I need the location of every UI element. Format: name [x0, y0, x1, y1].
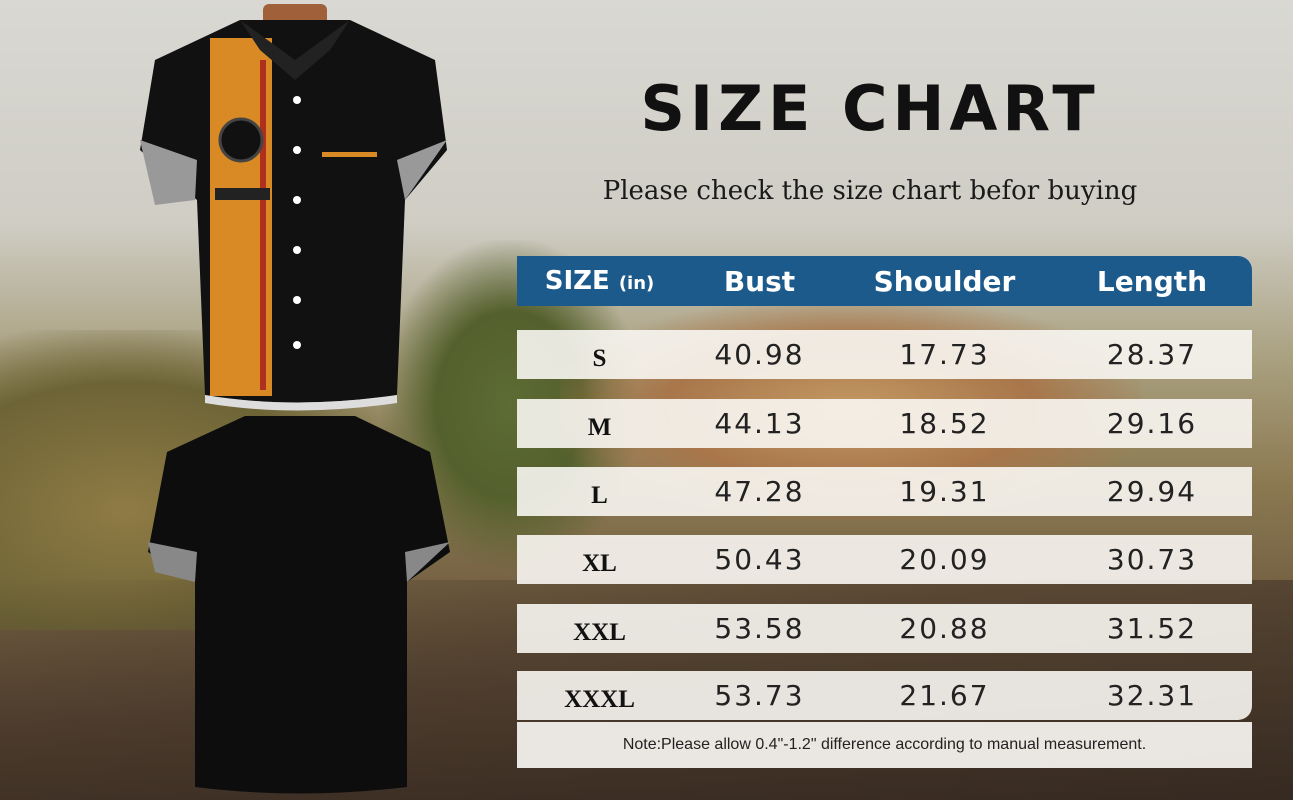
header-length: Length	[1096, 264, 1208, 298]
header-size: SIZE (in)	[544, 266, 655, 296]
size-cell: XXXL	[564, 685, 635, 713]
header-shoulder: Shoulder	[873, 264, 1016, 298]
shoulder-cell: 17.73	[899, 338, 990, 371]
length-cell: 29.94	[1106, 475, 1198, 508]
page-subtitle: Please check the size chart befor buying	[602, 176, 1138, 206]
bust-cell: 53.73	[714, 679, 805, 712]
shoulder-cell: 18.52	[899, 407, 990, 440]
bust-cell: 44.13	[714, 407, 805, 440]
length-cell: 31.52	[1106, 612, 1198, 645]
measurement-note: Note:Please allow 0.4"-1.2" difference a…	[517, 722, 1252, 768]
size-cell: L	[591, 481, 608, 509]
shirt-back-image	[148, 416, 450, 794]
size-cell: S	[592, 344, 607, 372]
length-cell: 32.31	[1106, 679, 1198, 712]
shoulder-cell: 19.31	[899, 475, 990, 508]
table-row: XXL 53.58 20.88 31.52	[517, 604, 1252, 653]
table-row: S 40.98 17.73 28.37	[517, 330, 1252, 379]
table-row: XL 50.43 20.09 30.73	[517, 535, 1252, 584]
shirt-front-image	[140, 4, 447, 411]
bust-cell: 53.58	[714, 612, 805, 645]
length-cell: 30.73	[1106, 543, 1198, 576]
size-chart-table: SIZE (in) Bust Shoulder Length S 40.98 17.…	[517, 256, 1252, 768]
size-cell: XL	[582, 549, 617, 577]
header-bust: Bust	[723, 264, 796, 298]
size-cell: M	[587, 413, 612, 441]
bust-cell: 40.98	[714, 338, 805, 371]
table-header: SIZE (in) Bust Shoulder Length	[517, 256, 1252, 306]
table-row: XXXL 53.73 21.67 32.31	[517, 671, 1252, 720]
bust-cell: 47.28	[714, 475, 805, 508]
table-row: M 44.13 18.52 29.16	[517, 399, 1252, 448]
shoulder-cell: 20.09	[899, 543, 990, 576]
table-row: L 47.28 19.31 29.94	[517, 467, 1252, 516]
shoulder-cell: 20.88	[899, 612, 990, 645]
shoulder-cell: 21.67	[899, 679, 990, 712]
length-cell: 29.16	[1106, 407, 1198, 440]
bust-cell: 50.43	[714, 543, 805, 576]
page-title: SIZE CHART	[640, 72, 1100, 145]
length-cell: 28.37	[1106, 338, 1198, 371]
size-cell: XXL	[573, 618, 626, 646]
